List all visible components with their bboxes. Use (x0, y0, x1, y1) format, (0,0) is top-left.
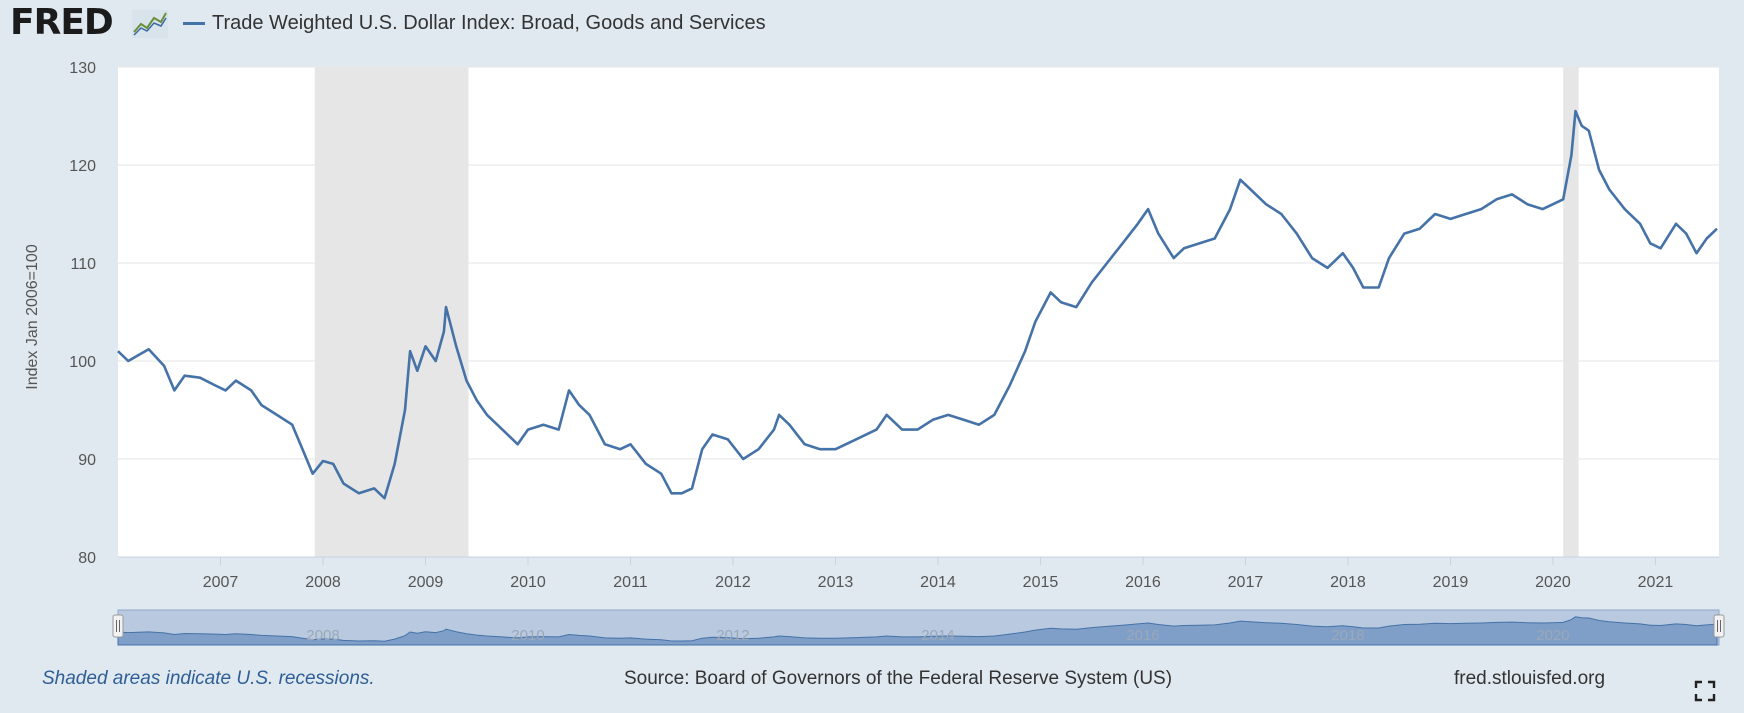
x-tick-label: 2012 (715, 574, 751, 591)
legend-swatch (183, 22, 205, 25)
navigator-label: 2016 (1126, 627, 1159, 644)
fullscreen-icon[interactable] (1694, 680, 1716, 702)
x-tick-label: 2015 (1023, 574, 1059, 591)
y-tick-label: 110 (70, 256, 96, 273)
x-tick-label: 2010 (510, 574, 546, 591)
navigator: 2008 2010 2012 2014 2016 2018 2020 (112, 609, 1725, 646)
navigator-left-handle[interactable] (112, 614, 124, 638)
y-tick-label: 100 (69, 354, 96, 371)
series-layer (117, 109, 1718, 500)
series-title[interactable]: Trade Weighted U.S. Dollar Index: Broad,… (212, 12, 766, 34)
navigator-series (117, 616, 1718, 646)
fred-logo[interactable]: FRED (10, 2, 114, 43)
y-axis-title: Index Jan 2006=100 (24, 244, 41, 390)
series-line (117, 109, 1718, 500)
y-tick-label: 80 (78, 550, 96, 567)
x-tick-label: 2018 (1330, 574, 1366, 591)
x-tick-label: 2009 (408, 574, 444, 591)
x-tick-label: 2020 (1535, 574, 1571, 591)
navigator-label: 2018 (1331, 627, 1364, 644)
recession-note: Shaded areas indicate U.S. recessions. (42, 668, 375, 689)
navigator-label: 2008 (306, 627, 339, 644)
x-tick-label: 2008 (305, 574, 341, 591)
navigator-right-handle[interactable] (1713, 614, 1725, 638)
recession-bands (118, 67, 1719, 557)
x-tick-label: 2019 (1433, 574, 1469, 591)
x-tick-label: 2007 (203, 574, 239, 591)
navigator-label: 2020 (1536, 627, 1569, 644)
navigator-label: 2014 (921, 627, 954, 644)
x-tick-label: 2017 (1228, 574, 1264, 591)
chart-header: FRED Trade Weighted U.S. Dollar Index: B… (0, 0, 1744, 50)
x-tick-label: 2013 (818, 574, 854, 591)
axes: 80 90 100 110 120 130 2007 2008 2009 2010 2011 2012… (24, 60, 1673, 591)
fred-graph-icon (132, 10, 168, 38)
y-tick-label: 130 (69, 60, 96, 77)
x-tick-label: 2021 (1638, 574, 1674, 591)
data-source: Source: Board of Governors of the Federa… (624, 668, 1173, 689)
y-tick-label: 90 (78, 452, 96, 469)
site-link[interactable]: fred.stlouisfed.org (1454, 668, 1606, 689)
gridlines (118, 66, 1719, 558)
y-tick-label: 120 (69, 158, 96, 175)
x-tick-label: 2016 (1125, 574, 1161, 591)
x-tick-label: 2014 (920, 574, 956, 591)
x-tick-label: 2011 (613, 574, 648, 591)
recession-band (1563, 67, 1579, 557)
navigator-label: 2010 (511, 627, 544, 644)
navigator-label: 2012 (716, 627, 749, 644)
